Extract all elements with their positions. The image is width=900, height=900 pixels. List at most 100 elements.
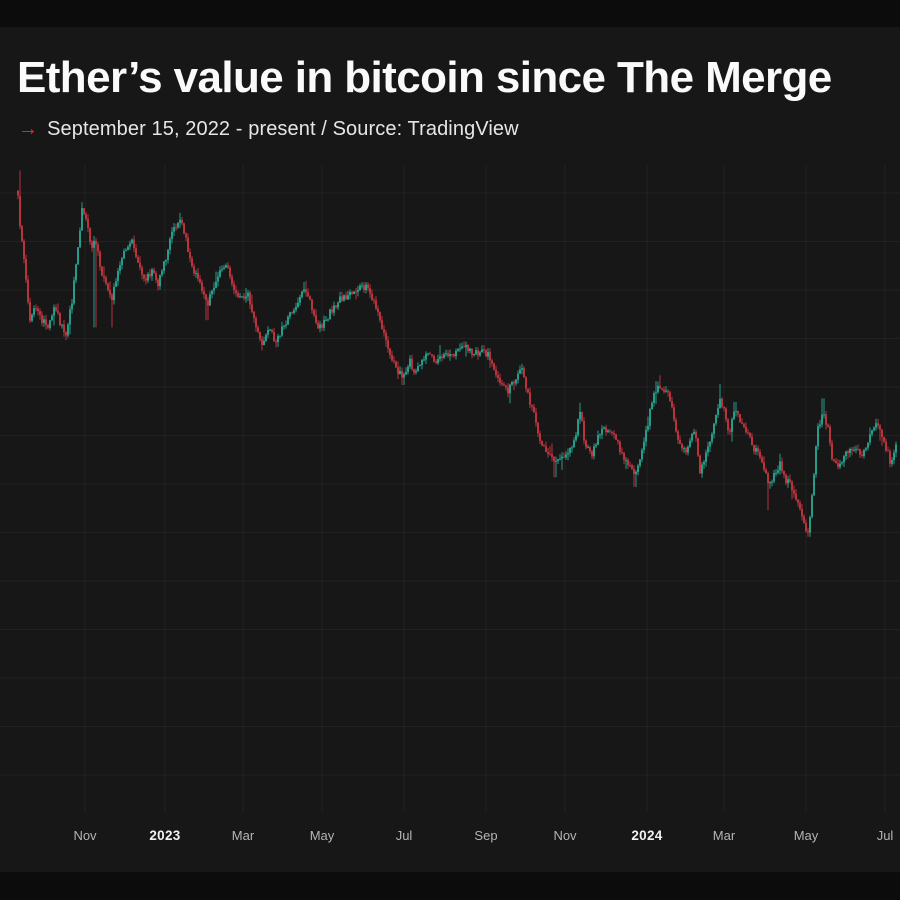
candle-body: [97, 244, 99, 252]
candle: [347, 290, 349, 300]
candle-body: [627, 459, 629, 466]
candle: [697, 437, 699, 458]
candle: [699, 454, 701, 474]
candle: [821, 398, 823, 428]
candle: [65, 330, 67, 341]
candle: [205, 293, 207, 321]
candle: [649, 407, 651, 430]
candle: [331, 305, 333, 315]
candle-body: [451, 354, 453, 356]
candle: [599, 433, 601, 439]
candle-body: [661, 388, 663, 390]
candle-body: [169, 238, 171, 250]
candle-body: [879, 425, 881, 430]
candle-body: [595, 444, 597, 447]
candle-body: [183, 223, 185, 234]
candle-body: [741, 422, 743, 424]
candle: [413, 368, 415, 376]
candle: [365, 281, 367, 294]
candle: [501, 379, 503, 387]
candle: [155, 270, 157, 283]
candle-body: [693, 431, 695, 434]
candle-body: [337, 302, 339, 308]
candle: [675, 417, 677, 433]
candle: [491, 358, 493, 367]
candle: [311, 298, 313, 314]
candle: [885, 438, 887, 453]
candle: [457, 348, 459, 352]
candle: [71, 298, 73, 314]
candle-body: [889, 451, 891, 464]
candle-body: [189, 252, 191, 259]
candle: [399, 366, 401, 375]
candle: [141, 265, 143, 280]
candle-body: [695, 431, 697, 439]
candle-body: [321, 324, 323, 328]
candle: [889, 448, 891, 468]
candle-body: [431, 354, 433, 356]
candle: [235, 285, 237, 297]
candle: [777, 465, 779, 475]
candle-body: [165, 259, 167, 262]
candle-body: [227, 265, 229, 268]
candle-body: [99, 251, 101, 267]
candle: [277, 333, 279, 347]
candle-body: [521, 368, 523, 370]
candle: [345, 291, 347, 300]
candle: [537, 421, 539, 437]
candle-body: [825, 414, 827, 425]
candle: [197, 268, 199, 282]
candle: [793, 485, 795, 498]
candle-body: [465, 345, 467, 348]
candle: [53, 304, 55, 326]
candle: [93, 236, 95, 328]
candle-body: [763, 462, 765, 470]
candle: [743, 422, 745, 429]
candle-body: [489, 352, 491, 361]
candle: [125, 248, 127, 252]
candle-body: [719, 398, 721, 409]
candle: [551, 443, 553, 462]
candle-body: [745, 426, 747, 433]
candle: [189, 248, 191, 263]
candle-body: [601, 428, 603, 435]
candle: [787, 475, 789, 488]
candle: [717, 404, 719, 418]
candle: [497, 371, 499, 383]
candle-body: [199, 278, 201, 283]
candle: [173, 223, 175, 236]
candle: [633, 465, 635, 488]
candle-body: [93, 240, 95, 248]
candle: [81, 202, 83, 232]
candle: [631, 463, 633, 470]
candle-body: [73, 280, 75, 304]
candle-body: [671, 401, 673, 408]
candle-body: [41, 314, 43, 323]
candle-body: [237, 293, 239, 298]
candle-body: [485, 349, 487, 357]
candle: [893, 449, 895, 465]
candle-body: [753, 445, 755, 452]
candle-body: [569, 447, 571, 454]
candle-body: [555, 461, 557, 463]
candle-body: [191, 258, 193, 267]
candle: [661, 387, 663, 391]
candle-body: [123, 250, 125, 259]
candle: [133, 235, 135, 253]
candle: [681, 442, 683, 452]
candle-body: [23, 240, 25, 259]
candle-body: [863, 449, 865, 456]
candle-body: [319, 324, 321, 329]
candle: [485, 349, 487, 357]
candle: [467, 343, 469, 354]
candle-body: [195, 272, 197, 274]
candle-body: [725, 408, 727, 420]
candle: [333, 301, 335, 316]
candle: [521, 363, 523, 375]
candle: [721, 397, 723, 409]
candle-body: [223, 267, 225, 270]
candle: [75, 263, 77, 284]
candle-body: [455, 350, 457, 357]
candle: [871, 429, 873, 437]
candle: [519, 365, 521, 374]
